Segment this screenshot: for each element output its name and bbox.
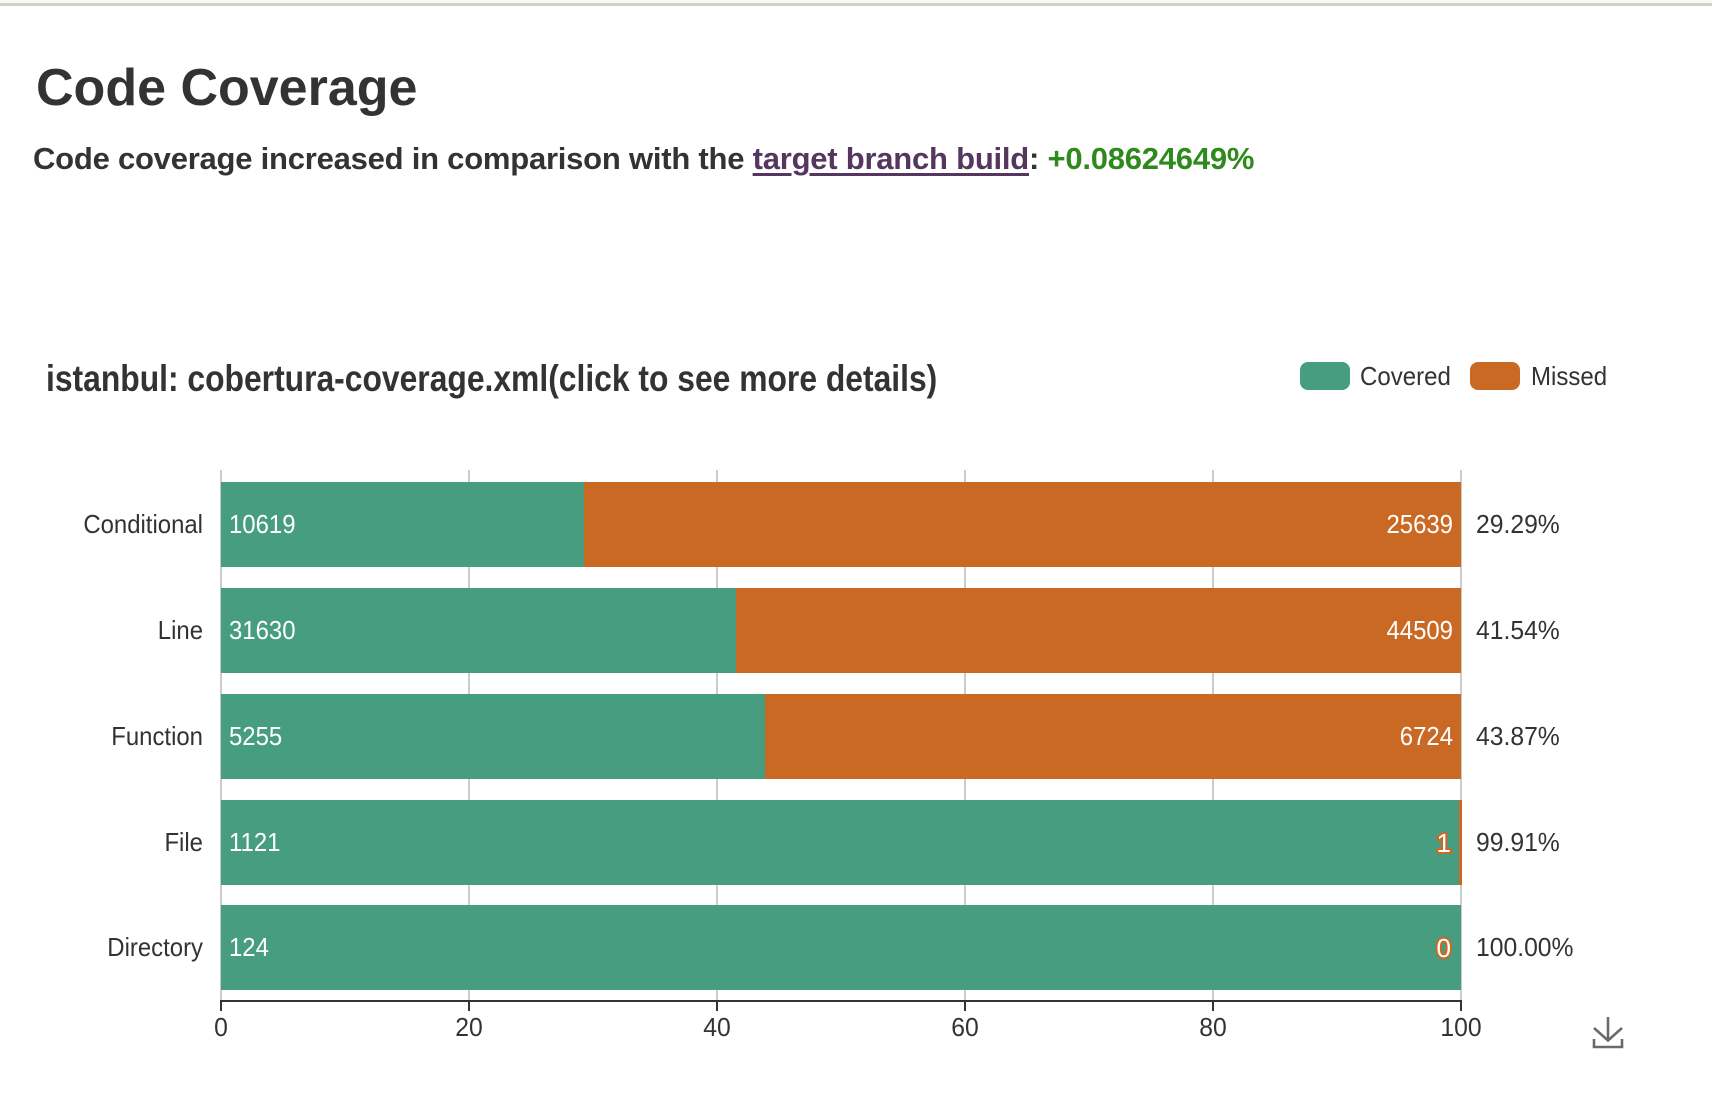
svg-text:0: 0 — [1437, 933, 1451, 963]
svg-text:1: 1 — [1437, 828, 1451, 858]
